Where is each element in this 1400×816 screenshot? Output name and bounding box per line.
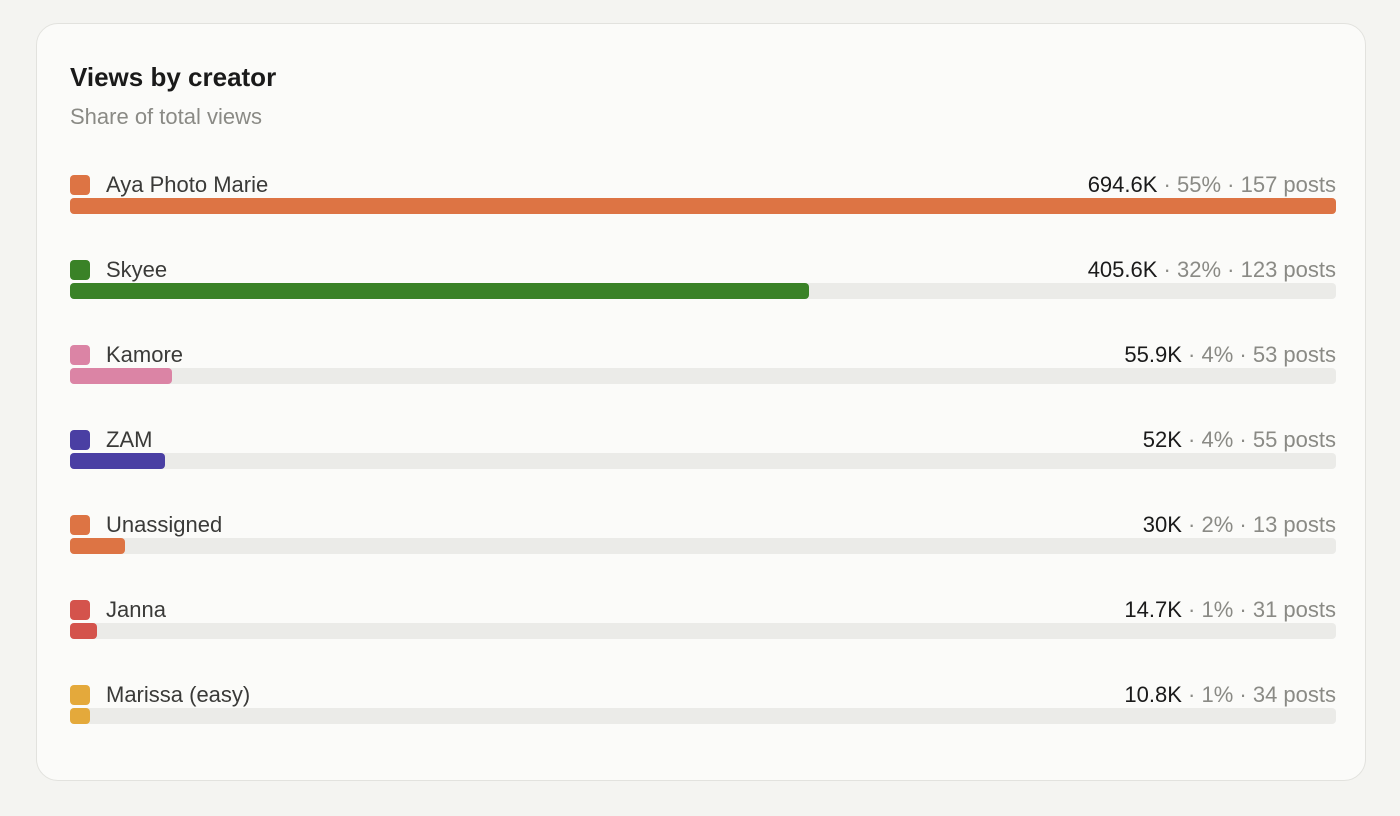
bar bbox=[70, 368, 172, 384]
creator-name: Unassigned bbox=[106, 512, 223, 537]
creator-row: Skyee 405.6K · 32% · 123 posts bbox=[70, 257, 1336, 317]
creator-stats: 52K · 4% · 55 posts bbox=[1142, 427, 1336, 452]
creator-row: Kamore 55.9K · 4% · 53 posts bbox=[70, 342, 1336, 402]
creator-stats: 30K · 2% · 13 posts bbox=[1142, 512, 1336, 537]
share-label: 1% bbox=[1201, 597, 1234, 622]
views-label: 55.9K bbox=[1124, 342, 1182, 367]
views-label: 14.7K bbox=[1124, 597, 1182, 622]
share-label: 2% bbox=[1201, 512, 1234, 537]
bar-track bbox=[70, 453, 1336, 469]
creator-name: Aya Photo Marie bbox=[106, 172, 269, 197]
bar-track bbox=[70, 368, 1336, 384]
legend-swatch bbox=[70, 345, 90, 365]
bar-track bbox=[70, 283, 1336, 299]
share-label: 55% bbox=[1176, 172, 1222, 197]
creator-stats: 405.6K · 32% · 123 posts bbox=[1087, 257, 1336, 282]
creator-name: Janna bbox=[106, 597, 166, 622]
creator-row: Aya Photo Marie 694.6K · 55% · 157 posts bbox=[70, 172, 1336, 232]
bar bbox=[70, 453, 165, 469]
views-label: 405.6K bbox=[1087, 257, 1158, 282]
creator-stats: 14.7K · 1% · 31 posts bbox=[1124, 597, 1336, 622]
creator-stats: 10.8K · 1% · 34 posts bbox=[1124, 682, 1336, 707]
creator-stats: 694.6K · 55% · 157 posts bbox=[1087, 172, 1336, 197]
posts-label: 34 posts bbox=[1252, 682, 1336, 707]
share-label: 4% bbox=[1201, 427, 1234, 452]
posts-label: 55 posts bbox=[1252, 427, 1336, 452]
creator-row: Unassigned 30K · 2% · 13 posts bbox=[70, 512, 1336, 572]
bar-track bbox=[70, 623, 1336, 639]
share-label: 32% bbox=[1176, 257, 1222, 282]
legend-swatch bbox=[70, 515, 90, 535]
creator-row: Janna 14.7K · 1% · 31 posts bbox=[70, 597, 1336, 657]
views-label: 30K bbox=[1142, 512, 1182, 537]
bar bbox=[70, 198, 1336, 214]
legend-swatch bbox=[70, 430, 90, 450]
bar bbox=[70, 623, 97, 639]
bar-track bbox=[70, 198, 1336, 214]
bar-track bbox=[70, 538, 1336, 554]
posts-label: 53 posts bbox=[1252, 342, 1336, 367]
posts-label: 13 posts bbox=[1252, 512, 1336, 537]
creator-name: Marissa (easy) bbox=[106, 682, 251, 707]
card: Views by creator Share of total views Ay… bbox=[36, 23, 1366, 781]
views-label: 694.6K bbox=[1087, 172, 1158, 197]
creator-name: Skyee bbox=[106, 257, 168, 282]
legend-swatch bbox=[70, 260, 90, 280]
card-title: Views by creator bbox=[70, 62, 277, 92]
card-subtitle: Share of total views bbox=[70, 104, 262, 129]
legend-swatch bbox=[70, 600, 90, 620]
bar-track bbox=[70, 708, 1336, 724]
posts-label: 123 posts bbox=[1240, 257, 1336, 282]
share-label: 4% bbox=[1201, 342, 1234, 367]
share-label: 1% bbox=[1201, 682, 1234, 707]
creator-stats: 55.9K · 4% · 53 posts bbox=[1124, 342, 1336, 367]
creator-name: Kamore bbox=[106, 342, 184, 367]
creator-row: Marissa (easy) 10.8K · 1% · 34 posts bbox=[70, 682, 1336, 742]
posts-label: 157 posts bbox=[1240, 172, 1336, 197]
views-label: 52K bbox=[1142, 427, 1182, 452]
creator-row: ZAM 52K · 4% · 55 posts bbox=[70, 427, 1336, 487]
legend-swatch bbox=[70, 175, 90, 195]
legend-swatch bbox=[70, 685, 90, 705]
views-label: 10.8K bbox=[1124, 682, 1182, 707]
bar bbox=[70, 538, 125, 554]
creator-name: ZAM bbox=[106, 427, 153, 452]
bar bbox=[70, 283, 810, 299]
bar bbox=[70, 708, 90, 724]
posts-label: 31 posts bbox=[1252, 597, 1336, 622]
